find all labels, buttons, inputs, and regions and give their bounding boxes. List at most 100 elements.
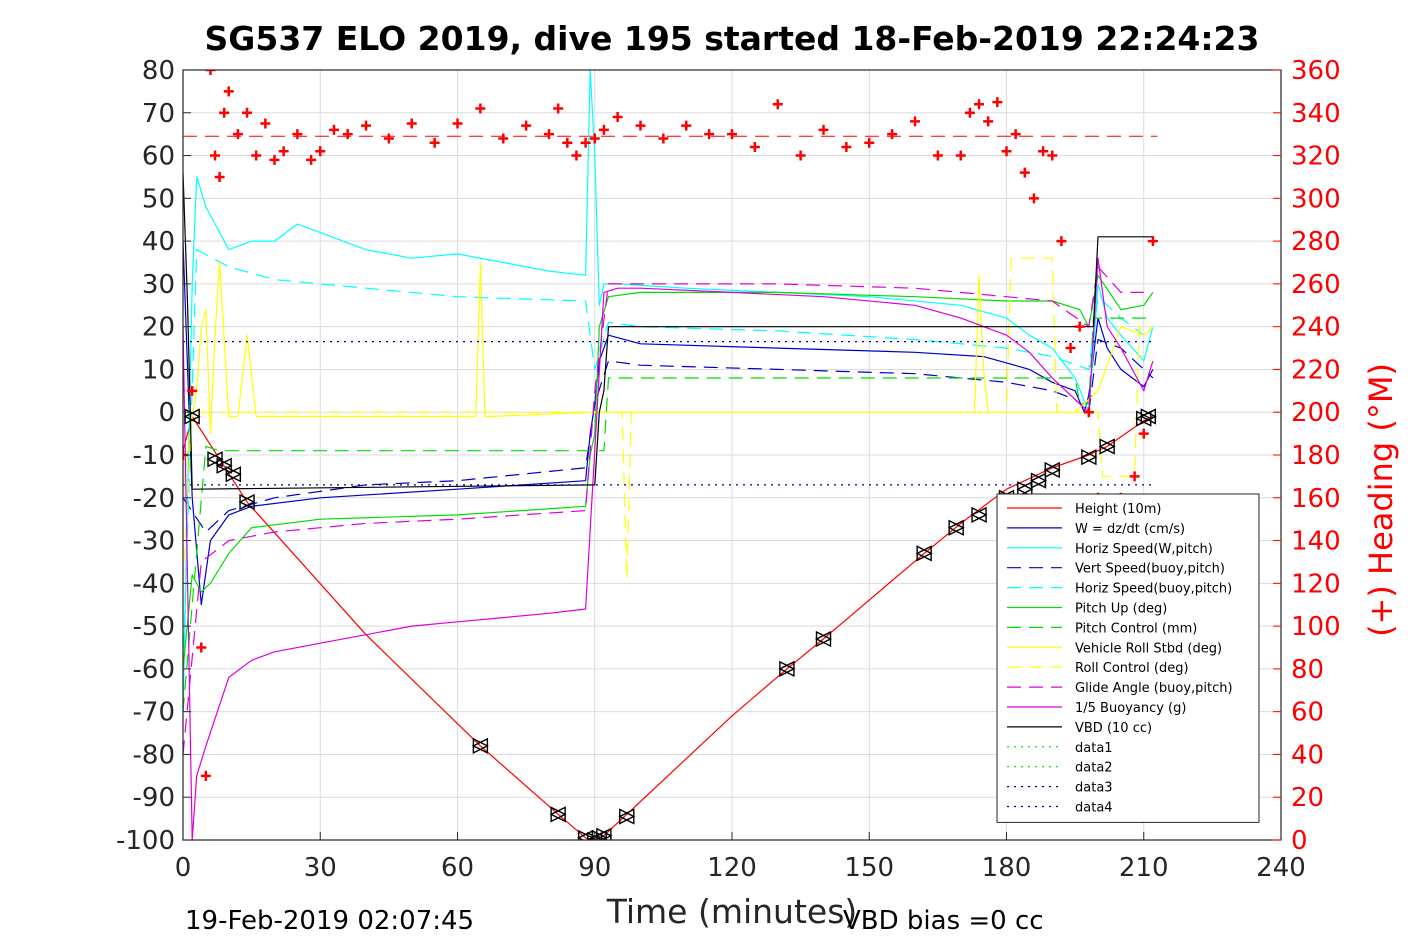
x-tick-label-240: 240 [1256,853,1306,883]
y-tick-label--100: -100 [116,826,175,856]
y-tick-label--70: -70 [133,698,175,728]
heading-marker [964,107,975,118]
y-tick-label-10: 10 [142,355,175,385]
legend-label-2: Horiz Speed(W,pitch) [1075,542,1213,557]
waypoint-triangle-left [595,827,612,840]
heading-marker [818,124,829,135]
x-tick-label-60: 60 [441,853,474,883]
y-right-tick-label-360: 360 [1291,56,1341,86]
heading-marker [612,112,623,123]
y-right-tick-label-120: 120 [1291,569,1341,599]
heading-marker [974,99,985,110]
heading-marker [521,120,532,131]
heading-marker [278,146,289,157]
y-axis-right-label: (+) Heading (°M) [1362,363,1400,637]
legend-label-15: data4 [1075,801,1113,816]
waypoint-triangle-left [1139,408,1157,425]
heading-marker [1001,146,1012,157]
y-tick-label-0: 0 [158,398,175,428]
waypoint-triangle-left [215,457,232,474]
waypoint-triangle-left [1098,438,1115,455]
legend-label-11: VBD (10 cc) [1075,721,1152,736]
y-tick-label-40: 40 [142,227,175,257]
heading-marker [635,120,646,131]
legend-label-9: Glide Angle (buoy,pitch) [1075,681,1233,696]
series-layer [183,70,1158,840]
heading-marker [1065,343,1076,354]
footer-timestamp: 19-Feb-2019 02:07:45 [185,906,474,936]
heading-marker [795,150,806,161]
heading-marker [772,99,783,110]
x-tick-label-180: 180 [982,853,1032,883]
heading-marker [210,150,221,161]
y-tick-label--30: -30 [133,527,175,557]
legend-label-1: W = dz/dt (cm/s) [1075,522,1185,537]
legend-label-5: Pitch Up (deg) [1075,602,1167,617]
heading-marker [251,150,262,161]
waypoint-triangle-left [1029,472,1047,489]
legend-label-14: data3 [1075,781,1113,796]
waypoint-triangle-left [471,737,489,755]
x-axis-label: Time (minutes) [606,892,858,931]
heading-marker [1010,129,1021,140]
waypoint-triangle-left [814,630,832,648]
waypoint-triangle-left [183,408,200,425]
waypoint-triangle-left [1016,481,1033,498]
series-line-9 [183,266,1144,755]
heading-marker [214,171,225,182]
heading-marker [932,150,943,161]
heading-marker [983,116,994,127]
heading-markers [183,70,1158,781]
y-tick-label--20: -20 [133,484,175,514]
heading-marker [383,133,394,144]
heading-marker [864,137,875,148]
y-tick-label--10: -10 [133,441,175,471]
heading-marker [292,129,303,140]
heading-marker [315,146,326,157]
legend-box [996,493,1260,823]
legend-label-0: Height (10m) [1075,502,1161,517]
heading-marker [269,154,280,165]
heading-marker [219,107,230,118]
heading-marker [342,129,353,140]
heading-marker [598,124,609,135]
y-right-tick-label-260: 260 [1291,270,1341,300]
heading-marker [727,129,737,140]
waypoint-triangle-left [970,506,987,524]
heading-marker [187,385,198,396]
heading-marker [1147,236,1158,247]
y-right-tick-label-160: 160 [1291,484,1341,514]
x-tick-label-210: 210 [1119,853,1169,883]
heading-marker [841,142,852,152]
heading-marker [992,97,1003,108]
heading-marker [475,103,486,114]
legend-label-12: data1 [1075,741,1113,756]
heading-marker [1074,321,1085,332]
series-line-0 [183,415,1154,840]
waypoint-triangle-left [1080,449,1097,466]
y-right-tick-label-340: 340 [1291,99,1341,129]
y-tick-label--40: -40 [133,569,175,599]
y-tick-label-80: 80 [142,56,175,86]
heading-marker [589,133,600,144]
y-axis-left: -100-90-80-70-60-50-40-30-20-10010203040… [116,56,191,856]
heading-marker [1038,146,1049,157]
heading-marker [658,133,669,144]
series-line-7 [183,261,1154,490]
heading-marker [196,642,207,653]
y-right-tick-label-0: 0 [1291,826,1308,856]
heading-marker [1056,236,1067,247]
x-tick-label-0: 0 [175,853,192,883]
legend-label-6: Pitch Control (mm) [1075,621,1197,636]
legend-label-10: 1/5 Buoyancy (g) [1075,701,1186,716]
heading-marker [205,70,216,75]
waypoint-triangle-left [915,545,932,562]
y-tick-label--60: -60 [133,655,175,685]
plot-area [183,70,1158,840]
heading-marker [429,137,440,148]
heading-marker [749,142,760,152]
heading-marker [544,129,554,140]
heading-marker [704,129,715,140]
heading-marker [361,120,371,131]
